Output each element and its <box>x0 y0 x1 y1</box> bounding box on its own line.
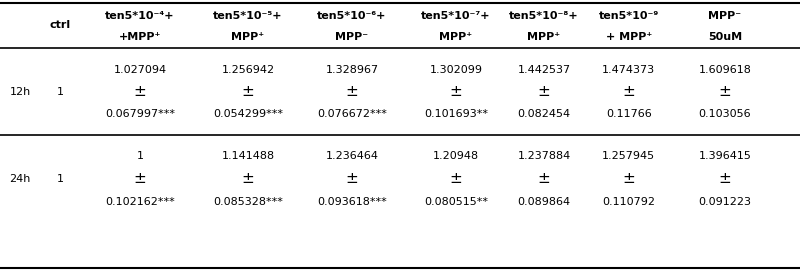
Text: ±: ± <box>346 171 358 186</box>
Text: ±: ± <box>134 171 146 186</box>
Text: 1.609618: 1.609618 <box>698 65 751 75</box>
Text: 1.442537: 1.442537 <box>518 65 570 75</box>
Text: MPP⁺: MPP⁺ <box>231 33 265 42</box>
Text: 0.110792: 0.110792 <box>602 197 655 207</box>
Text: ±: ± <box>134 84 146 99</box>
Text: 1.256942: 1.256942 <box>222 65 274 75</box>
Text: 0.11766: 0.11766 <box>606 109 652 119</box>
Text: 24h: 24h <box>10 174 30 184</box>
Text: ten5*10⁻⁶+: ten5*10⁻⁶+ <box>318 11 386 21</box>
Text: ±: ± <box>718 84 731 99</box>
Text: 0.067997***: 0.067997*** <box>105 109 175 119</box>
Text: ±: ± <box>450 171 462 186</box>
Text: + MPP⁺: + MPP⁺ <box>606 33 652 42</box>
Text: ±: ± <box>538 84 550 99</box>
Text: ten5*10⁻⁹: ten5*10⁻⁹ <box>598 11 659 21</box>
Text: MPP⁻: MPP⁻ <box>335 33 369 42</box>
Text: 1.141488: 1.141488 <box>222 151 274 161</box>
Text: 12h: 12h <box>10 87 30 97</box>
Text: 1.237884: 1.237884 <box>518 151 570 161</box>
Text: 0.103056: 0.103056 <box>698 109 751 119</box>
Text: 1.257945: 1.257945 <box>602 151 655 161</box>
Text: ten5*10⁻⁵+: ten5*10⁻⁵+ <box>214 11 282 21</box>
Text: 0.054299***: 0.054299*** <box>213 109 283 119</box>
Text: 0.101693**: 0.101693** <box>424 109 488 119</box>
Text: 1.236464: 1.236464 <box>326 151 378 161</box>
Text: ±: ± <box>718 171 731 186</box>
Text: ten5*10⁻⁸+: ten5*10⁻⁸+ <box>509 11 579 21</box>
Text: 1: 1 <box>137 151 143 161</box>
Text: ±: ± <box>622 84 635 99</box>
Text: 1: 1 <box>57 87 63 97</box>
Text: 0.093618***: 0.093618*** <box>317 197 387 207</box>
Text: 0.089864: 0.089864 <box>518 197 570 207</box>
Text: ±: ± <box>622 171 635 186</box>
Text: 1.328967: 1.328967 <box>326 65 378 75</box>
Text: ±: ± <box>242 171 254 186</box>
Text: 1.20948: 1.20948 <box>433 151 479 161</box>
Text: ±: ± <box>538 171 550 186</box>
Text: 0.080515**: 0.080515** <box>424 197 488 207</box>
Text: MPP⁺: MPP⁺ <box>527 33 561 42</box>
Text: ten5*10⁻⁴+: ten5*10⁻⁴+ <box>106 11 174 21</box>
Text: 0.085328***: 0.085328*** <box>213 197 283 207</box>
Text: 1.027094: 1.027094 <box>114 65 166 75</box>
Text: MPP⁻: MPP⁻ <box>708 11 742 21</box>
Text: MPP⁺: MPP⁺ <box>439 33 473 42</box>
Text: ctrl: ctrl <box>50 21 70 30</box>
Text: 1: 1 <box>57 174 63 184</box>
Text: 0.076672***: 0.076672*** <box>317 109 387 119</box>
Text: ±: ± <box>242 84 254 99</box>
Text: 0.091223: 0.091223 <box>698 197 751 207</box>
Text: 0.082454: 0.082454 <box>518 109 570 119</box>
Text: 1.396415: 1.396415 <box>698 151 751 161</box>
Text: 50uM: 50uM <box>708 33 742 42</box>
Text: ±: ± <box>346 84 358 99</box>
Text: 1.474373: 1.474373 <box>602 65 655 75</box>
Text: ten5*10⁻⁷+: ten5*10⁻⁷+ <box>422 11 490 21</box>
Text: +MPP⁺: +MPP⁺ <box>119 33 161 42</box>
Text: ±: ± <box>450 84 462 99</box>
Text: 1.302099: 1.302099 <box>430 65 482 75</box>
Text: 0.102162***: 0.102162*** <box>105 197 175 207</box>
